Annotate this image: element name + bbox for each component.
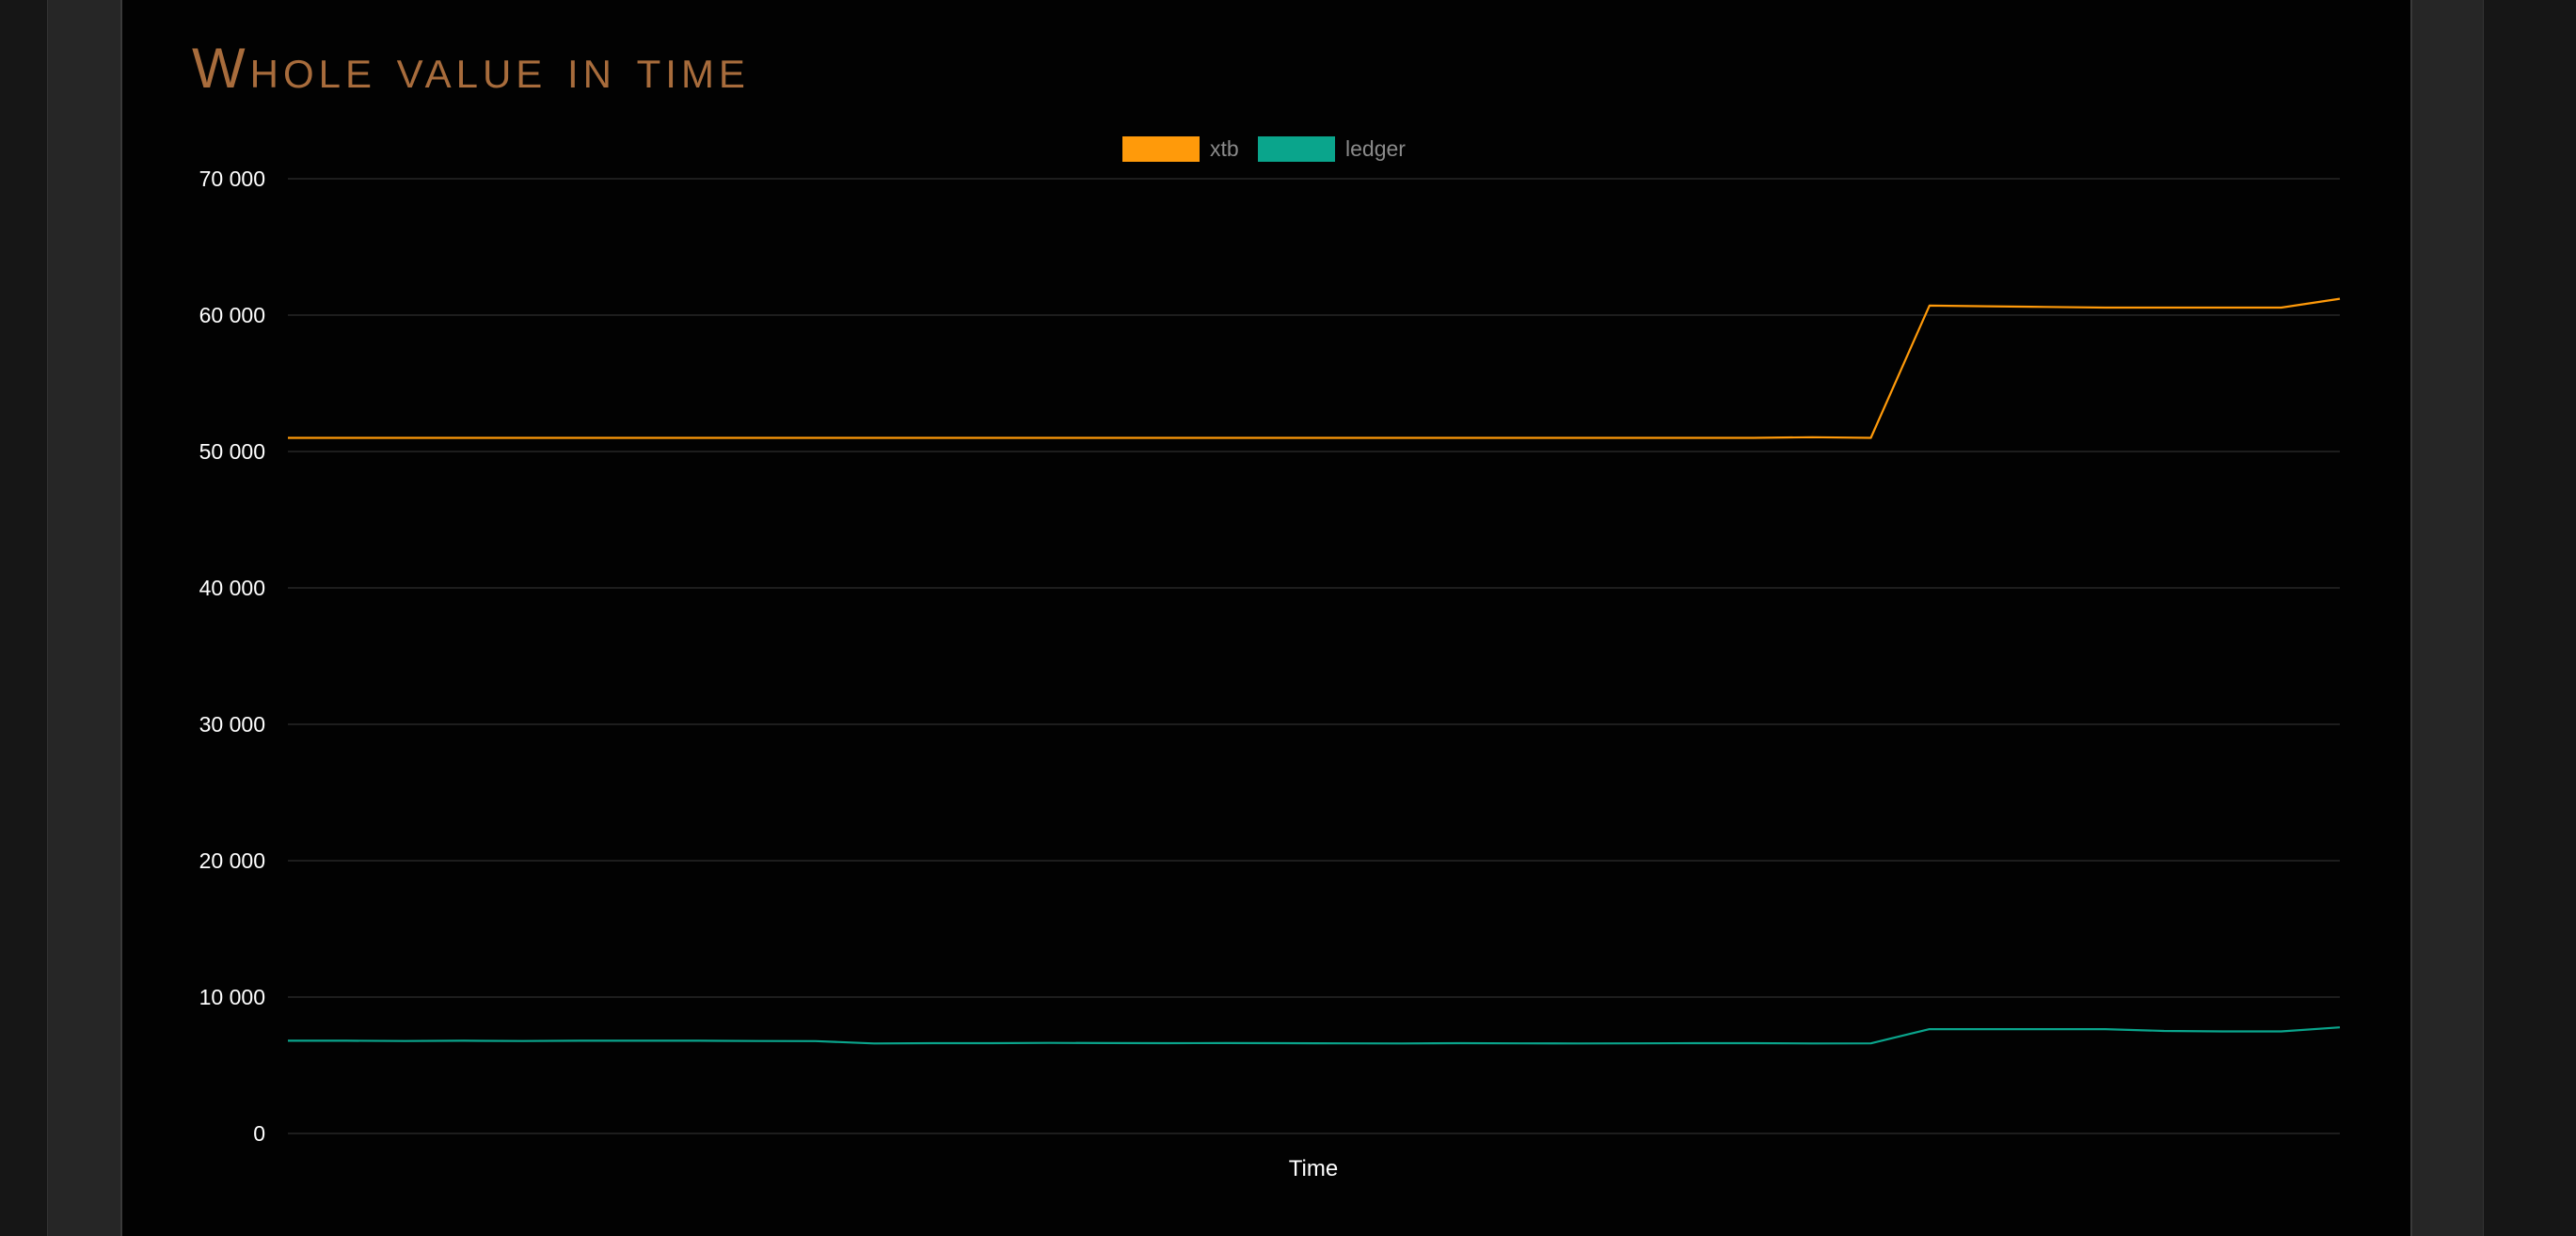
- legend-label: ledger: [1345, 136, 1406, 161]
- x-axis-label: Time: [1289, 1156, 1338, 1181]
- y-tick-label: 10 000: [199, 985, 265, 1009]
- legend-item-ledger[interactable]: ledger: [1258, 136, 1406, 162]
- legend-item-xtb[interactable]: xtb: [1122, 136, 1239, 162]
- legend-swatch: [1122, 136, 1200, 162]
- legend-label: xtb: [1210, 136, 1239, 161]
- series-line-ledger: [288, 1026, 2341, 1045]
- series-line-xtb: [288, 297, 2341, 439]
- y-tick-label: 70 000: [199, 166, 265, 191]
- y-tick-label: 30 000: [199, 712, 265, 737]
- y-tick-label: 50 000: [199, 439, 265, 464]
- y-tick-label: 20 000: [199, 848, 265, 873]
- y-tick-label: 0: [253, 1121, 265, 1146]
- grid-lines: [288, 178, 2340, 1134]
- legend-swatch: [1258, 136, 1335, 162]
- series-lines: [288, 297, 2341, 1045]
- y-axis-ticks: 0 10 000 20 000 30 000 40 000 50 000 60 000 70 …: [199, 166, 265, 1146]
- legend[interactable]: xtb ledger: [1122, 136, 1406, 162]
- y-tick-label: 60 000: [199, 303, 265, 327]
- page-title: Whole value in time: [192, 37, 750, 100]
- y-tick-label: 40 000: [199, 576, 265, 600]
